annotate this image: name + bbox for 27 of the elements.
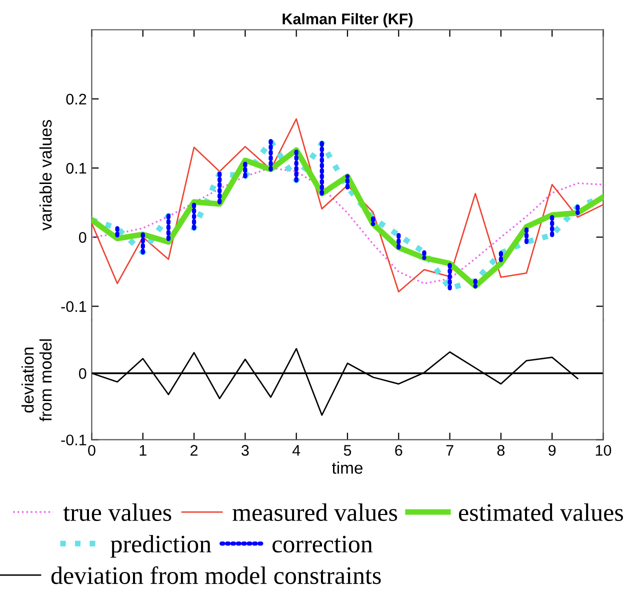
y-tick-label: -0.1 <box>61 301 86 312</box>
x-tick-label: 8 <box>497 444 505 456</box>
x-tick-label: 1 <box>140 445 146 456</box>
x-tick-label: 0 <box>88 444 96 456</box>
x-tick-label: 7 <box>446 445 454 456</box>
legend-label: correction <box>272 536 373 553</box>
y-tick-label: 0.2 <box>66 94 86 105</box>
x-axis-title: time <box>332 462 362 474</box>
legend-label: deviation from model constraints <box>51 566 381 584</box>
legend-label: prediction <box>110 534 212 558</box>
y-axis-title: deviation from model <box>22 339 52 422</box>
y-tick-label: 0.1 <box>66 162 86 174</box>
x-tick-label: 6 <box>395 444 402 456</box>
y-tick-label: 0 <box>78 232 86 243</box>
x-tick-label: 2 <box>190 444 198 456</box>
x-tick-label: 10 <box>596 444 612 456</box>
y-tick-label: 0 <box>78 368 86 379</box>
x-tick-label: 4 <box>292 445 300 456</box>
x-tick-label: 3 <box>242 444 249 456</box>
y-tick-label: -0.1 <box>61 434 86 446</box>
chart-title: Kalman Filter (KF) <box>282 13 413 28</box>
legend-label: measured values <box>232 503 398 522</box>
legend-label: true values <box>63 503 172 522</box>
legend-label: estimated values <box>458 503 623 522</box>
x-tick-label: 5 <box>344 445 352 456</box>
x-tick-label: 9 <box>548 444 556 456</box>
y-axis-title: variable values <box>39 120 52 230</box>
